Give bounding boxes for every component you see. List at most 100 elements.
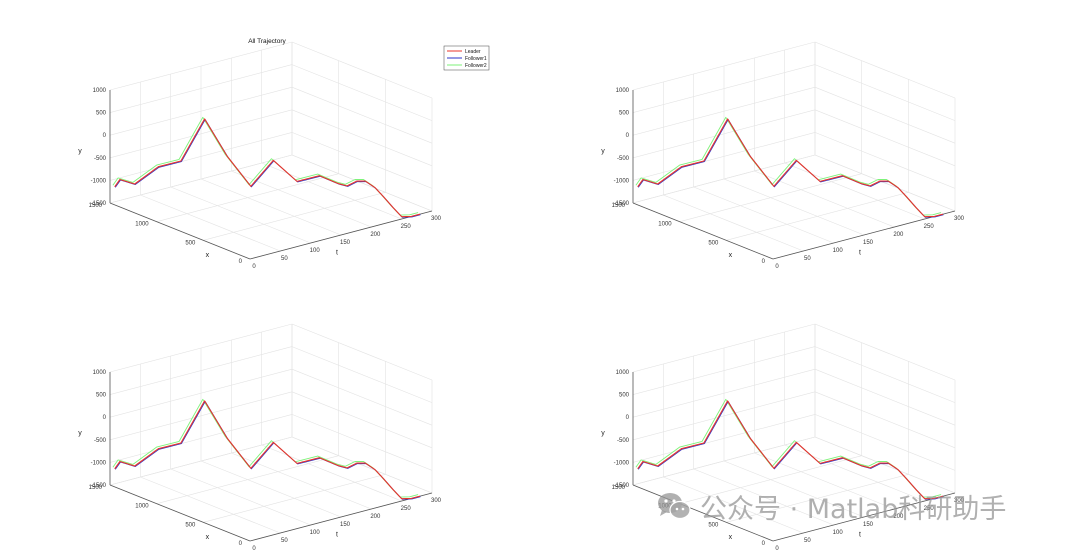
grid-line xyxy=(200,460,342,518)
x-tick-label: 1000 xyxy=(135,222,149,228)
grid-line xyxy=(693,468,834,526)
watermark-text: 公众号 · Matlab科研助手 xyxy=(700,493,1007,525)
grid-line xyxy=(109,109,293,159)
grid-line xyxy=(632,132,816,181)
grid-line xyxy=(814,64,956,121)
series-line-leader xyxy=(637,118,944,218)
x-tick-label: 1000 xyxy=(658,222,672,228)
t-axis-label: t xyxy=(859,250,861,257)
grid-line xyxy=(814,154,956,212)
y-tick-label: -1500 xyxy=(91,201,107,207)
grid-line xyxy=(109,391,293,441)
grid-line xyxy=(231,170,372,228)
t-tick-label: 300 xyxy=(431,216,442,222)
grid-line xyxy=(723,460,865,518)
grid-line xyxy=(291,323,433,381)
x-tick-label: 500 xyxy=(708,240,719,246)
grid-line xyxy=(109,414,293,463)
t-tick-label: 150 xyxy=(340,522,351,528)
grid-line xyxy=(663,194,804,252)
grid-line xyxy=(291,132,433,189)
grid-line xyxy=(814,109,956,167)
t-tick-label: 50 xyxy=(281,538,288,544)
t-axis xyxy=(772,492,956,542)
x-axis-label: x xyxy=(206,534,210,541)
t-tick-label: 200 xyxy=(370,514,381,520)
y-tick-label: 0 xyxy=(626,415,630,421)
grid-line xyxy=(814,86,956,144)
grid-line xyxy=(679,173,862,222)
grid-line xyxy=(109,436,293,486)
grid-line xyxy=(109,41,293,91)
x-tick-label: 500 xyxy=(708,522,719,528)
y-tick-label: 500 xyxy=(619,111,630,117)
grid-line xyxy=(109,132,293,181)
grid-line xyxy=(632,436,816,486)
wechat-icon xyxy=(658,493,691,520)
y-tick-label: -500 xyxy=(617,438,630,444)
series-line-follower1 xyxy=(637,119,944,218)
grid-line xyxy=(632,154,816,204)
chart-panel-4: 0 50 100 150 200 250 300 0 500 1000 1500-1500 -1000… xyxy=(601,323,965,550)
grid-line xyxy=(291,41,433,99)
y-tick-label: -500 xyxy=(94,156,107,162)
grid-line xyxy=(156,173,339,222)
grid-line xyxy=(291,86,433,144)
grid-line xyxy=(814,41,956,99)
grid-line xyxy=(291,154,433,212)
grid-line xyxy=(109,154,293,204)
y-tick-label: 1000 xyxy=(93,370,107,376)
series-line-leader xyxy=(114,118,421,218)
grid-line xyxy=(109,368,293,418)
grid-line xyxy=(632,64,816,113)
grid-line xyxy=(632,86,816,136)
grid-line xyxy=(291,436,433,494)
t-tick-label: 50 xyxy=(804,538,811,544)
grid-line xyxy=(170,468,311,526)
t-tick-label: 50 xyxy=(804,256,811,262)
chart-panel-3: 0 50 100 150 200 250 300 0 500 1000 1500-1500 -1000… xyxy=(78,323,442,550)
t-axis xyxy=(249,492,433,542)
y-tick-label: 0 xyxy=(626,133,630,139)
y-tick-label: 1000 xyxy=(93,88,107,94)
grid-line xyxy=(814,132,956,189)
grid-line xyxy=(109,323,293,373)
x-tick-label: 1000 xyxy=(135,504,149,510)
t-tick-label: 50 xyxy=(281,256,288,262)
t-tick-label: 150 xyxy=(863,240,874,246)
grid-line xyxy=(109,346,293,395)
y-tick-label: -1000 xyxy=(91,460,107,466)
grid-line xyxy=(632,346,816,395)
t-axis xyxy=(772,210,956,260)
grid-line xyxy=(632,414,816,463)
t-tick-label: 200 xyxy=(370,232,381,238)
grid-line xyxy=(109,64,293,113)
legend-entry: Leader xyxy=(465,49,481,55)
grid-line xyxy=(109,86,293,136)
t-tick-label: 300 xyxy=(431,498,442,504)
grid-line xyxy=(291,64,433,121)
t-tick-label: 0 xyxy=(252,546,256,550)
y-tick-label: 0 xyxy=(103,415,107,421)
t-tick-label: 250 xyxy=(401,224,412,230)
grid-line xyxy=(814,414,956,471)
grid-line xyxy=(170,186,311,244)
grid-line xyxy=(200,178,342,236)
x-tick-label: 0 xyxy=(762,541,766,547)
y-tick-label: -1500 xyxy=(614,201,630,207)
grid-line xyxy=(814,368,956,426)
x-tick-label: 1500 xyxy=(612,485,626,491)
grid-line xyxy=(140,476,281,534)
y-axis-label: y xyxy=(601,148,605,155)
x-tick-label: 500 xyxy=(185,522,196,528)
y-tick-label: -1000 xyxy=(614,460,630,466)
grid-line xyxy=(231,452,372,510)
t-tick-label: 250 xyxy=(924,224,935,230)
grid-line xyxy=(663,476,804,534)
grid-line xyxy=(291,414,433,471)
grid-line xyxy=(261,162,402,220)
t-tick-label: 0 xyxy=(252,264,256,270)
grid-line xyxy=(156,455,339,504)
